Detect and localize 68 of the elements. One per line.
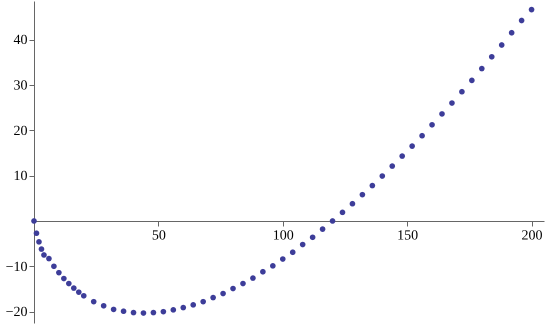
point <box>36 238 42 245</box>
point <box>498 42 505 48</box>
point <box>240 280 246 286</box>
point <box>518 18 524 24</box>
point <box>360 192 366 198</box>
point <box>120 308 126 314</box>
point <box>180 304 186 310</box>
point <box>469 78 475 84</box>
point <box>220 290 226 296</box>
point <box>508 30 514 36</box>
point <box>34 230 40 236</box>
point <box>110 306 116 312</box>
point <box>51 263 57 270</box>
point <box>310 234 316 240</box>
y-tick-label: 20 <box>14 124 28 139</box>
point <box>350 200 356 207</box>
point <box>46 256 52 262</box>
point <box>80 292 87 299</box>
point <box>270 263 276 269</box>
point <box>419 132 425 139</box>
point <box>449 100 455 106</box>
point <box>478 66 485 72</box>
point <box>370 182 376 188</box>
y-tick-label: −10 <box>6 260 28 275</box>
point <box>429 122 435 128</box>
point <box>389 163 396 169</box>
point <box>330 218 336 224</box>
point <box>320 226 326 232</box>
point <box>76 289 82 295</box>
point <box>41 252 47 258</box>
point <box>439 111 445 117</box>
point <box>150 310 156 316</box>
point <box>528 6 534 12</box>
point <box>488 54 495 60</box>
y-tick-label: 40 <box>14 33 28 48</box>
point <box>61 276 67 282</box>
point <box>170 307 176 313</box>
point <box>290 249 296 256</box>
point <box>66 280 72 286</box>
point <box>230 286 236 292</box>
y-tick-label: 30 <box>14 78 28 94</box>
y-tick-label: −20 <box>6 305 28 320</box>
point <box>250 275 256 281</box>
point <box>280 256 286 262</box>
point <box>70 285 77 291</box>
point <box>300 242 306 248</box>
point <box>130 310 136 316</box>
x-tick-label: 50 <box>152 228 166 244</box>
point <box>140 310 146 316</box>
point <box>459 88 465 95</box>
point <box>409 143 415 149</box>
x-tick-label: 200 <box>522 228 543 244</box>
point <box>190 302 196 308</box>
point <box>260 268 266 275</box>
point <box>340 210 346 216</box>
point <box>100 302 106 309</box>
point <box>399 153 406 159</box>
x-tick-label: 150 <box>397 228 418 244</box>
point <box>31 218 37 224</box>
point <box>90 298 97 305</box>
y-tick-label: 10 <box>14 169 28 184</box>
point <box>200 298 206 305</box>
x-tick-label: 100 <box>272 228 294 244</box>
point <box>38 246 44 252</box>
point <box>379 173 386 179</box>
point <box>160 308 166 314</box>
point <box>56 270 62 276</box>
point <box>210 294 216 300</box>
